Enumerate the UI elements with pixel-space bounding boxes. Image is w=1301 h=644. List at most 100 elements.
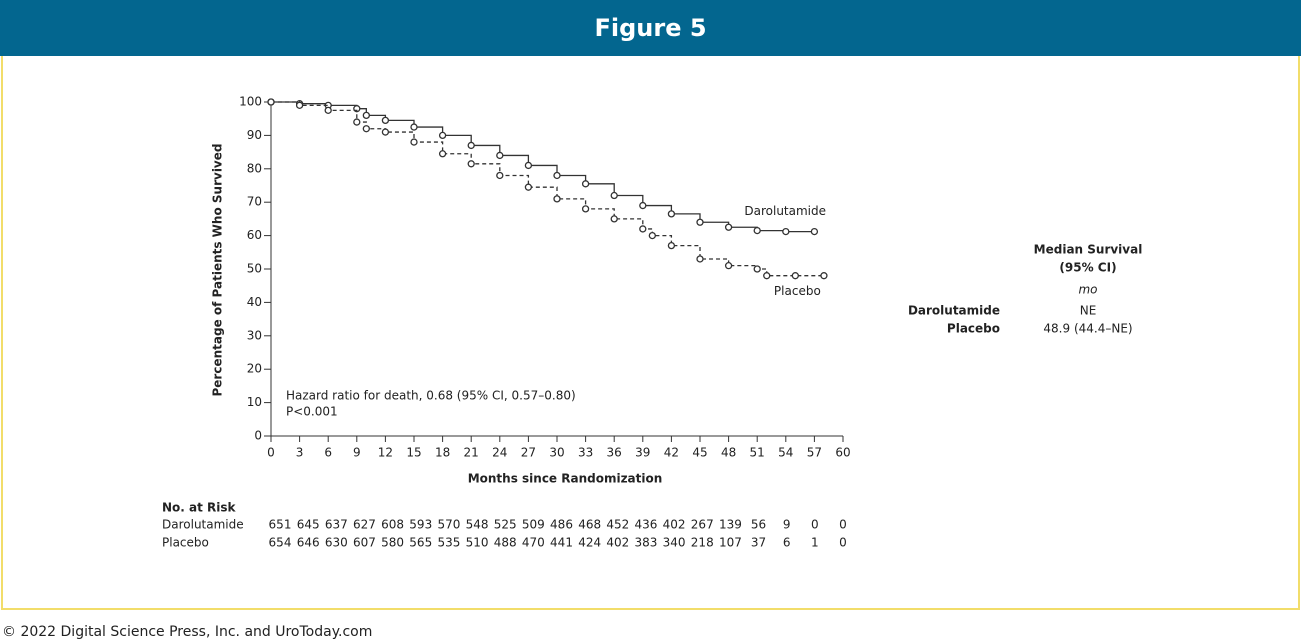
at-risk-name: Darolutamide [162,518,244,532]
x-tick-label: 6 [324,446,332,460]
at-risk-value: 402 [606,536,629,550]
x-tick-label: 18 [435,446,450,460]
series-label: Placebo [774,284,821,298]
at-risk-value: 139 [719,518,742,532]
annotation: Hazard ratio for death, 0.68 (95% CI, 0.… [286,389,576,403]
figure-frame [1,56,1300,610]
censor-mark [724,262,733,270]
y-tick-label: 70 [247,195,262,209]
x-axis-label: Months since Randomization [468,472,663,486]
censor-mark [610,215,618,223]
censor-mark [639,201,647,210]
at-risk-value: 436 [634,518,657,532]
median-row-name: Placebo [947,322,1000,336]
censor-mark [724,223,733,231]
at-risk-value: 593 [409,518,432,532]
at-risk-value: 9 [783,518,791,532]
survival-curve [271,101,824,277]
censor-mark [295,101,304,109]
censor-mark [362,125,370,133]
at-risk-value: 1 [811,536,819,550]
median-header: Median Survival [1034,243,1143,257]
at-risk-value: 535 [437,536,460,550]
at-risk-value: 637 [325,518,348,532]
y-tick-label: 40 [247,295,262,309]
x-tick-label: 15 [406,446,421,460]
censor-mark [791,272,799,280]
chart: Months since Randomization Percentage of… [162,95,1143,550]
at-risk-value: 107 [719,536,742,550]
censor-mark [820,272,828,280]
censor-mark [467,160,475,168]
at-risk-value: 654 [269,536,292,550]
at-risk-value: 548 [466,518,489,532]
x-tick-label: 27 [521,446,536,460]
x-tick-label: 57 [807,446,822,460]
at-risk-value: 267 [691,518,714,532]
at-risk-value: 468 [578,518,601,532]
y-tick-label: 90 [247,128,262,142]
at-risk-value: 488 [494,536,517,550]
censor-mark [753,265,761,273]
at-risk-value: 580 [381,536,404,550]
at-risk-value: 470 [522,536,545,550]
censor-mark [553,195,561,203]
censor-mark [410,138,418,146]
censor-mark [667,210,676,218]
censor-mark [410,123,418,131]
at-risk-value: 56 [751,518,766,532]
censor-mark [581,205,590,213]
censor-mark [467,141,475,150]
censor-mark [696,255,704,263]
x-tick-label: 21 [464,446,479,460]
censor-mark [438,150,447,158]
at-risk-value: 37 [751,536,766,550]
x-tick-label: 60 [835,446,850,460]
x-tick-label: 45 [692,446,707,460]
at-risk-name: Placebo [162,536,209,550]
x-tick-label: 30 [549,446,564,460]
series-label: Darolutamide [744,204,826,218]
x-tick-label: 48 [721,446,736,460]
at-risk-value: 627 [353,518,376,532]
y-axis-label: Percentage of Patients Who Survived [211,144,225,397]
censor-mark [810,227,819,236]
censor-mark [581,180,590,188]
annotation: P<0.001 [286,405,338,419]
y-tick-label: 50 [247,262,262,276]
x-tick-label: 51 [750,446,765,460]
at-risk-value: 340 [663,536,686,550]
at-risk-value: 607 [353,536,376,550]
x-tick-label: 33 [578,446,593,460]
censor-mark [524,183,533,191]
at-risk-value: 441 [550,536,573,550]
censor-mark [753,226,761,235]
at-risk-value: 402 [663,518,686,532]
censor-mark [553,171,561,180]
at-risk-value: 509 [522,518,545,532]
censor-mark [381,128,390,136]
censor-mark [610,191,618,200]
censor-mark [362,111,370,120]
survival-curve [271,101,815,233]
x-tick-label: 24 [492,446,507,460]
at-risk-value: 218 [691,536,714,550]
y-tick-label: 30 [247,328,262,342]
at-risk-value: 651 [269,518,292,532]
censor-mark [648,231,656,240]
at-risk-value: 383 [634,536,657,550]
at-risk-value: 424 [578,536,601,550]
median-header: (95% CI) [1059,261,1116,275]
median-row-value: NE [1080,304,1097,318]
copyright: © 2022 Digital Science Press, Inc. and U… [2,624,373,640]
y-tick-label: 0 [254,429,262,443]
at-risk-value: 486 [550,518,573,532]
x-tick-label: 54 [778,446,793,460]
at-risk-value: 6 [783,536,791,550]
at-risk-value: 0 [811,518,819,532]
y-tick-label: 20 [247,362,262,376]
censor-mark [324,106,332,114]
at-risk-value: 570 [437,518,460,532]
censor-mark [496,171,504,180]
